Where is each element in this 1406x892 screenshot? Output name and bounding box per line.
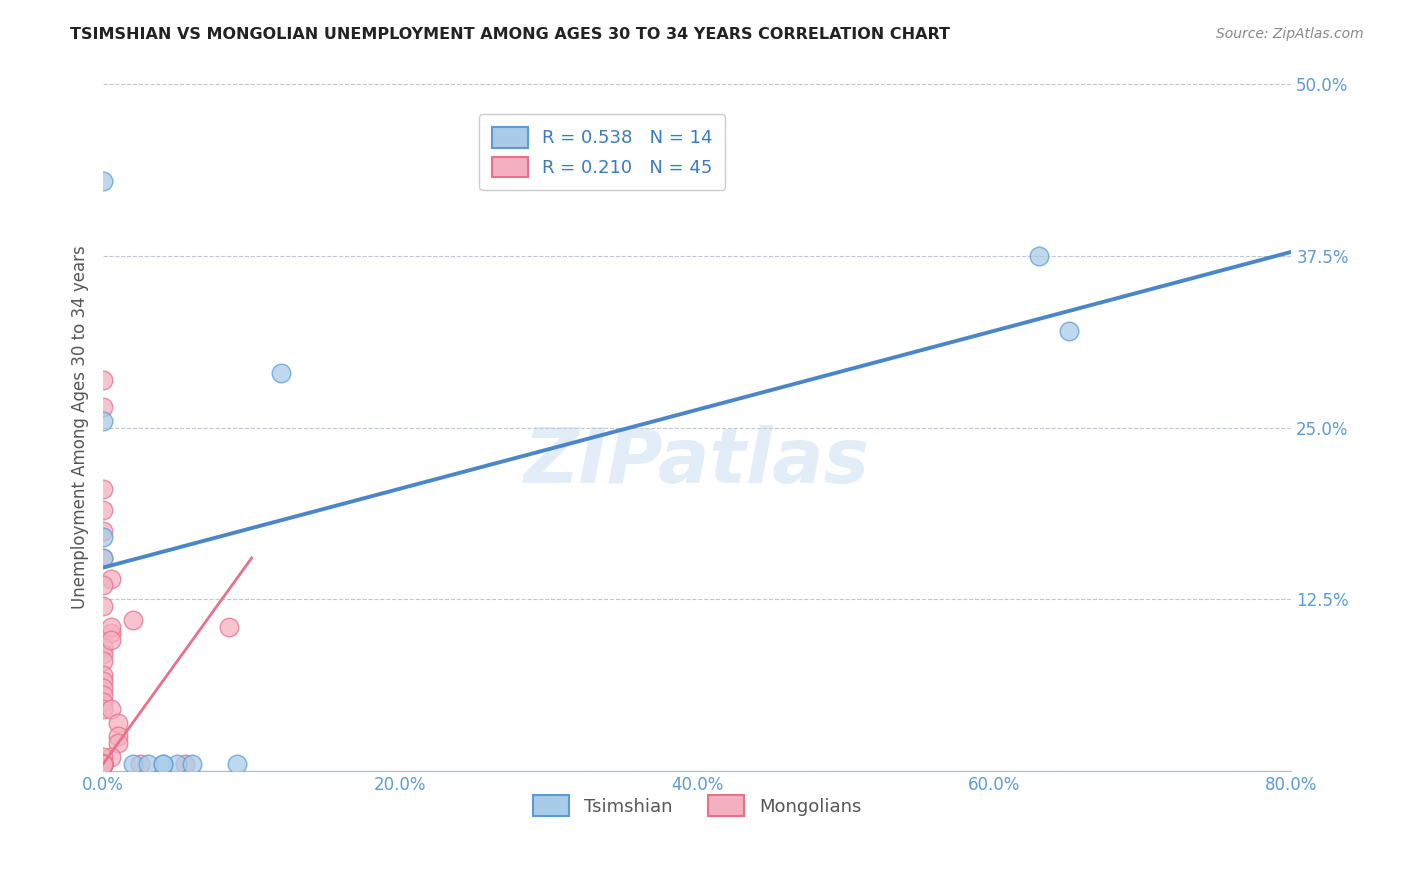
Point	[107, 730, 129, 744]
Point	[91, 654, 114, 668]
Point	[136, 756, 159, 771]
Point	[91, 688, 114, 702]
Point	[100, 750, 122, 764]
Text: ZIPatlas: ZIPatlas	[524, 425, 870, 499]
Point	[91, 372, 114, 386]
Point	[91, 674, 114, 689]
Point	[91, 756, 114, 771]
Point	[91, 756, 114, 771]
Point	[1057, 325, 1080, 339]
Point	[91, 551, 114, 566]
Point	[91, 756, 114, 771]
Point	[91, 756, 114, 771]
Point	[91, 524, 114, 538]
Point	[91, 756, 114, 771]
Point	[91, 530, 114, 544]
Point	[100, 619, 122, 633]
Y-axis label: Unemployment Among Ages 30 to 34 years: Unemployment Among Ages 30 to 34 years	[72, 245, 89, 609]
Point	[91, 599, 114, 613]
Point	[91, 695, 114, 709]
Point	[121, 756, 143, 771]
Point	[152, 756, 174, 771]
Point	[91, 681, 114, 696]
Point	[91, 756, 114, 771]
Point	[1028, 249, 1050, 263]
Point	[91, 756, 114, 771]
Point	[91, 750, 114, 764]
Point	[91, 483, 114, 497]
Point	[91, 667, 114, 681]
Point	[181, 756, 204, 771]
Point	[100, 626, 122, 640]
Point	[91, 756, 114, 771]
Point	[91, 647, 114, 661]
Point	[91, 503, 114, 517]
Point	[100, 572, 122, 586]
Point	[100, 633, 122, 648]
Legend: Tsimshian, Mongolians: Tsimshian, Mongolians	[526, 789, 869, 823]
Text: Source: ZipAtlas.com: Source: ZipAtlas.com	[1216, 27, 1364, 41]
Point	[152, 756, 174, 771]
Point	[107, 715, 129, 730]
Point	[100, 702, 122, 716]
Point	[91, 414, 114, 428]
Point	[91, 578, 114, 592]
Point	[91, 756, 114, 771]
Point	[270, 366, 292, 380]
Text: TSIMSHIAN VS MONGOLIAN UNEMPLOYMENT AMONG AGES 30 TO 34 YEARS CORRELATION CHART: TSIMSHIAN VS MONGOLIAN UNEMPLOYMENT AMON…	[70, 27, 950, 42]
Point	[218, 619, 240, 633]
Point	[166, 756, 188, 771]
Point	[107, 736, 129, 750]
Point	[91, 400, 114, 414]
Point	[91, 756, 114, 771]
Point	[173, 756, 195, 771]
Point	[91, 756, 114, 771]
Point	[91, 756, 114, 771]
Point	[91, 551, 114, 566]
Point	[91, 756, 114, 771]
Point	[91, 756, 114, 771]
Point	[129, 756, 152, 771]
Point	[91, 173, 114, 187]
Point	[225, 756, 247, 771]
Point	[91, 640, 114, 655]
Point	[121, 613, 143, 627]
Point	[91, 702, 114, 716]
